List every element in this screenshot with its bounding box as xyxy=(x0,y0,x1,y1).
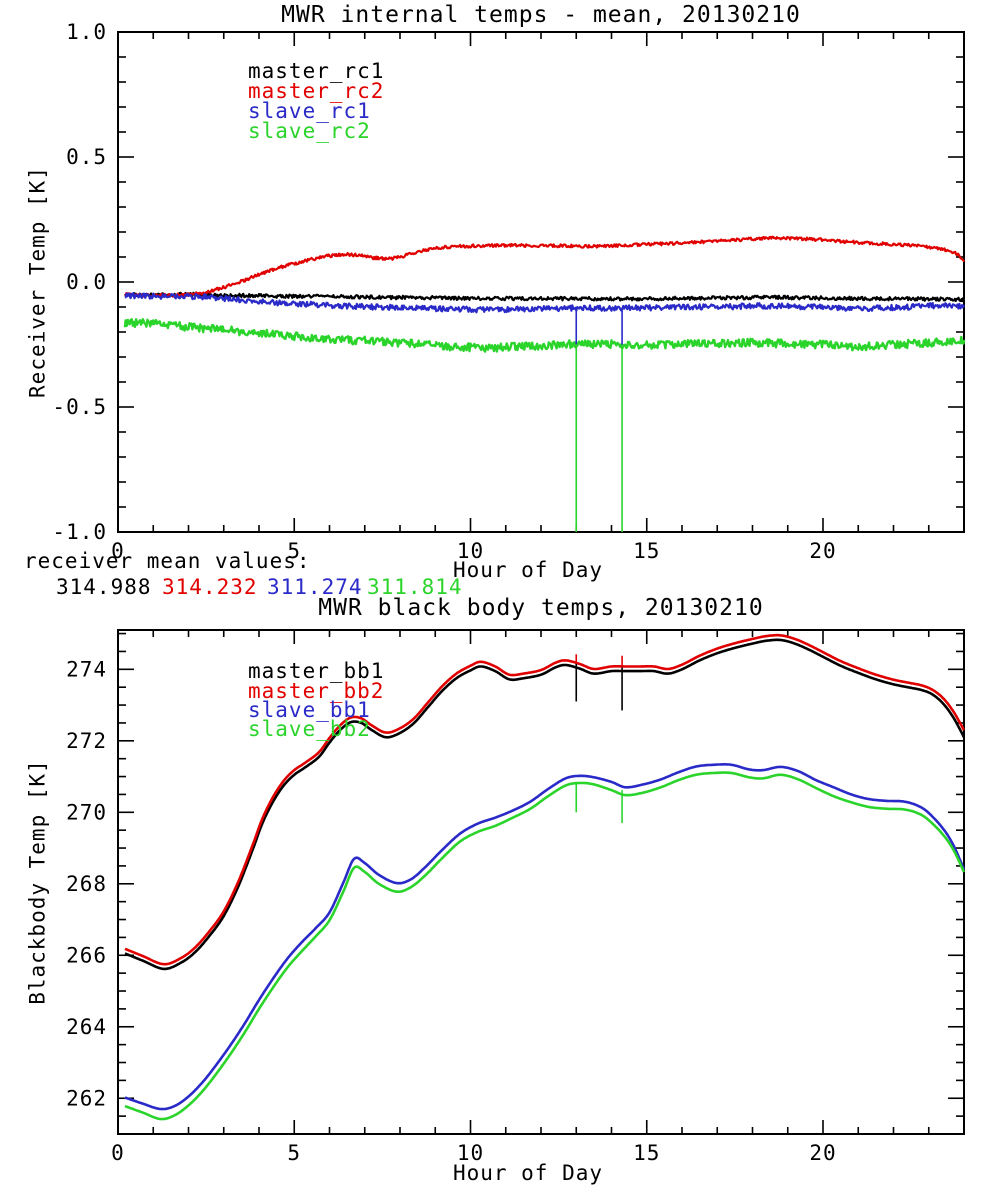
y-tick-label: 270 xyxy=(66,800,107,824)
y-tick-label: 1.0 xyxy=(66,20,107,44)
series-master_rc2 xyxy=(124,235,966,298)
x-tick-label: 5 xyxy=(287,1141,301,1165)
legend-item-slave-rc2: slave_rc2 xyxy=(248,119,371,143)
x-tick-label: 5 xyxy=(287,539,301,563)
x-tick-label: 0 xyxy=(111,539,125,563)
plot-frame xyxy=(117,629,965,1135)
receiver-mean-values-label: receiver mean values: xyxy=(24,549,311,573)
legend-item-slave-rc1: slave_rc1 xyxy=(248,99,371,123)
series-slave_bb1 xyxy=(124,762,966,1111)
y-tick-label: 266 xyxy=(66,943,107,967)
mean-value-master-rc1: 314.988 xyxy=(56,575,152,599)
bottom-chart-y-axis-label: Blackbody Temp [K] xyxy=(25,759,50,1005)
series-master_rc1 xyxy=(124,291,965,303)
x-tick-label: 15 xyxy=(633,1141,660,1165)
y-tick-label: 0.5 xyxy=(66,145,107,169)
series-slave_rc2 xyxy=(123,318,966,353)
y-tick-label: 268 xyxy=(66,872,107,896)
series-master_bb1 xyxy=(124,638,966,971)
top-chart-x-axis-label: Hour of Day xyxy=(452,558,604,582)
top-chart-y-axis-label: Receiver Temp [K] xyxy=(25,166,50,398)
y-tick-label: 272 xyxy=(66,729,107,753)
legend-item-slave-bb1: slave_bb1 xyxy=(248,698,371,722)
y-tick-label: -0.5 xyxy=(52,395,107,419)
legend-item-master-rc1: master_rc1 xyxy=(248,59,385,83)
x-tick-label: 0 xyxy=(111,1141,125,1165)
x-tick-label: 20 xyxy=(809,539,836,563)
x-tick-label: 20 xyxy=(809,1141,836,1165)
y-tick-label: 274 xyxy=(66,657,107,681)
x-tick-label: 10 xyxy=(457,539,484,563)
bottom-chart-title: MWR black body temps, 20130210 xyxy=(318,595,764,621)
legend-item-master-rc2: master_rc2 xyxy=(248,79,385,103)
top-chart-title: MWR internal temps - mean, 20130210 xyxy=(281,2,801,28)
mean-value-slave-rc2: 311.814 xyxy=(367,575,463,599)
legend-item-master-bb1: master_bb1 xyxy=(248,659,385,683)
mean-value-master-rc2: 314.232 xyxy=(162,575,258,599)
y-tick-label: -1.0 xyxy=(52,520,107,544)
series-slave_rc1 xyxy=(124,292,966,314)
series-master_bb2 xyxy=(124,633,966,966)
legend-item-slave-bb2: slave_bb2 xyxy=(248,717,371,741)
y-tick-label: 262 xyxy=(66,1086,107,1110)
bottom-chart-x-axis-label: Hour of Day xyxy=(452,1161,604,1185)
y-tick-label: 0.0 xyxy=(66,270,107,294)
y-tick-label: 264 xyxy=(66,1015,107,1039)
x-tick-label: 15 xyxy=(633,539,660,563)
series-slave_bb2 xyxy=(124,771,966,1121)
mean-value-slave-rc1: 311.274 xyxy=(267,575,363,599)
x-tick-label: 10 xyxy=(457,1141,484,1165)
legend-item-master-bb2: master_bb2 xyxy=(248,679,385,703)
